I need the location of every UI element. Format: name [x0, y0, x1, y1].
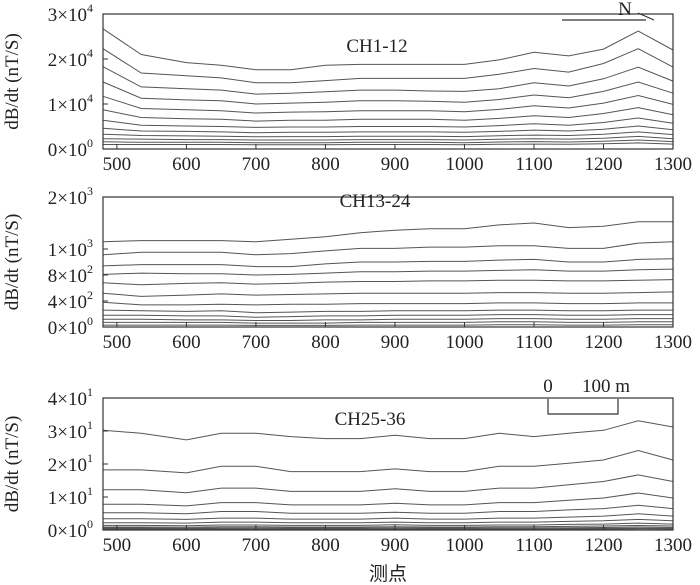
y-tick-label: 1×104: [48, 91, 93, 116]
series-line-8: [102, 309, 673, 314]
y-tick-label: 2×101: [48, 451, 93, 476]
series-line-1: [102, 221, 673, 243]
series-line-10: [102, 135, 674, 141]
x-tick-label: 700: [242, 332, 271, 353]
x-tick-label: 1300: [654, 535, 692, 556]
x-tick-label: 600: [172, 535, 201, 556]
series-line-6: [103, 513, 674, 520]
x-tick-label: 800: [311, 535, 340, 556]
x-tick-label: 1100: [515, 154, 552, 175]
x-tick-label: 500: [103, 332, 132, 353]
series-line-9: [102, 131, 674, 138]
y-axis-label: dB/dt (nT/S): [2, 33, 23, 130]
y-tick-label: 2×103: [48, 184, 93, 209]
y-axis-label: dB/dt (nT/S): [2, 416, 23, 513]
series-line-5: [103, 504, 674, 515]
x-tick-label: 600: [172, 154, 201, 175]
scale-bar-length-label: 100 m: [582, 376, 630, 397]
x-tick-label: 800: [311, 332, 340, 353]
series-line-7: [103, 518, 674, 524]
y-tick-label: 0×100: [48, 517, 93, 542]
y-tick-label: 4×101: [48, 385, 93, 410]
scale-bar-line: [547, 399, 619, 415]
series-line-11: [102, 139, 674, 144]
panel-title: CH1-12: [346, 36, 407, 57]
series-line-5: [102, 94, 674, 114]
series-line-2: [102, 48, 674, 84]
x-tick-label: 900: [381, 154, 410, 175]
series-line-3: [102, 66, 674, 95]
series-line-7: [102, 117, 674, 128]
x-tick-label: 1200: [584, 332, 622, 353]
x-tick-label: 1200: [584, 154, 622, 175]
north-arrow: N: [562, 0, 655, 21]
series-line-9: [103, 314, 673, 318]
series-line-4: [102, 81, 674, 105]
series-line-1: [102, 420, 674, 441]
y-tick-label: 3×104: [48, 1, 93, 26]
series-line-3: [103, 474, 674, 494]
plot-frame: [102, 196, 674, 328]
y-axis-label: dB/dt (nT/S): [2, 214, 23, 311]
series-line-12: [103, 142, 674, 146]
x-tick-label: 900: [381, 332, 410, 353]
y-tick-label: 8×102: [48, 262, 93, 287]
series-line-11: [103, 321, 673, 324]
series-line-12: [103, 324, 673, 326]
x-tick-label: 500: [103, 535, 132, 556]
y-tick-label: 0×100: [48, 314, 93, 339]
x-tick-label: 500: [103, 154, 132, 175]
x-axis-label: 测点: [369, 563, 407, 585]
series-line-7: [102, 301, 673, 306]
y-tick-label: 3×101: [48, 418, 93, 443]
series-line-4: [102, 268, 674, 276]
north-arrow-head: [637, 12, 655, 21]
x-tick-label: 1000: [445, 154, 483, 175]
series-line-5: [102, 279, 674, 286]
x-tick-label: 1100: [515, 332, 552, 353]
series-line-2: [102, 241, 674, 256]
series-line-8: [102, 125, 674, 134]
panel-2: 500 600 700 800 900 1000 1100 1200 1300 0×1004×10…: [2, 184, 692, 353]
x-tick-label: 700: [242, 535, 271, 556]
x-tick-label: 1300: [654, 154, 692, 175]
series-line-4: [103, 492, 674, 507]
series-line-1: [102, 28, 674, 71]
series-line-6: [102, 291, 674, 297]
y-tick-label: 1×101: [48, 484, 93, 509]
series-line-8: [103, 522, 674, 527]
x-tick-label: 1100: [515, 535, 552, 556]
x-tick-label: 1200: [584, 535, 622, 556]
x-tick-label: 1000: [445, 535, 483, 556]
scale-bar-start-label: 0: [543, 376, 553, 397]
y-tick-label: 2×104: [48, 46, 93, 71]
series-line-10: [103, 318, 673, 321]
y-tick-label: 0×100: [48, 136, 93, 161]
y-tick-label: 4×102: [48, 288, 93, 313]
panel-title: CH13-24: [340, 191, 411, 212]
x-tick-label: 900: [381, 535, 410, 556]
y-tick-label: 1×103: [48, 236, 93, 261]
series-line-2: [103, 449, 674, 474]
x-tick-label: 800: [311, 154, 340, 175]
x-tick-label: 1300: [654, 332, 692, 353]
panel-3: 500 600 700 800 900 1000 1100 1200 1300 0×100 1×10…: [2, 376, 692, 585]
x-tick-label: 600: [172, 332, 201, 353]
plot-frame: [102, 13, 674, 150]
series-line-6: [102, 107, 674, 122]
north-label: N: [618, 0, 632, 20]
scale-bar: 0 100 m: [543, 376, 630, 415]
panel-1: 500 600 700 800 900 1000 1100 1200 1300 0×100 1×10…: [2, 0, 692, 175]
x-tick-label: 1000: [445, 332, 483, 353]
x-tick-label: 700: [242, 154, 271, 175]
series-line-12: [103, 528, 674, 530]
panel-title: CH25-36: [335, 409, 406, 430]
series-line-3: [102, 258, 674, 268]
